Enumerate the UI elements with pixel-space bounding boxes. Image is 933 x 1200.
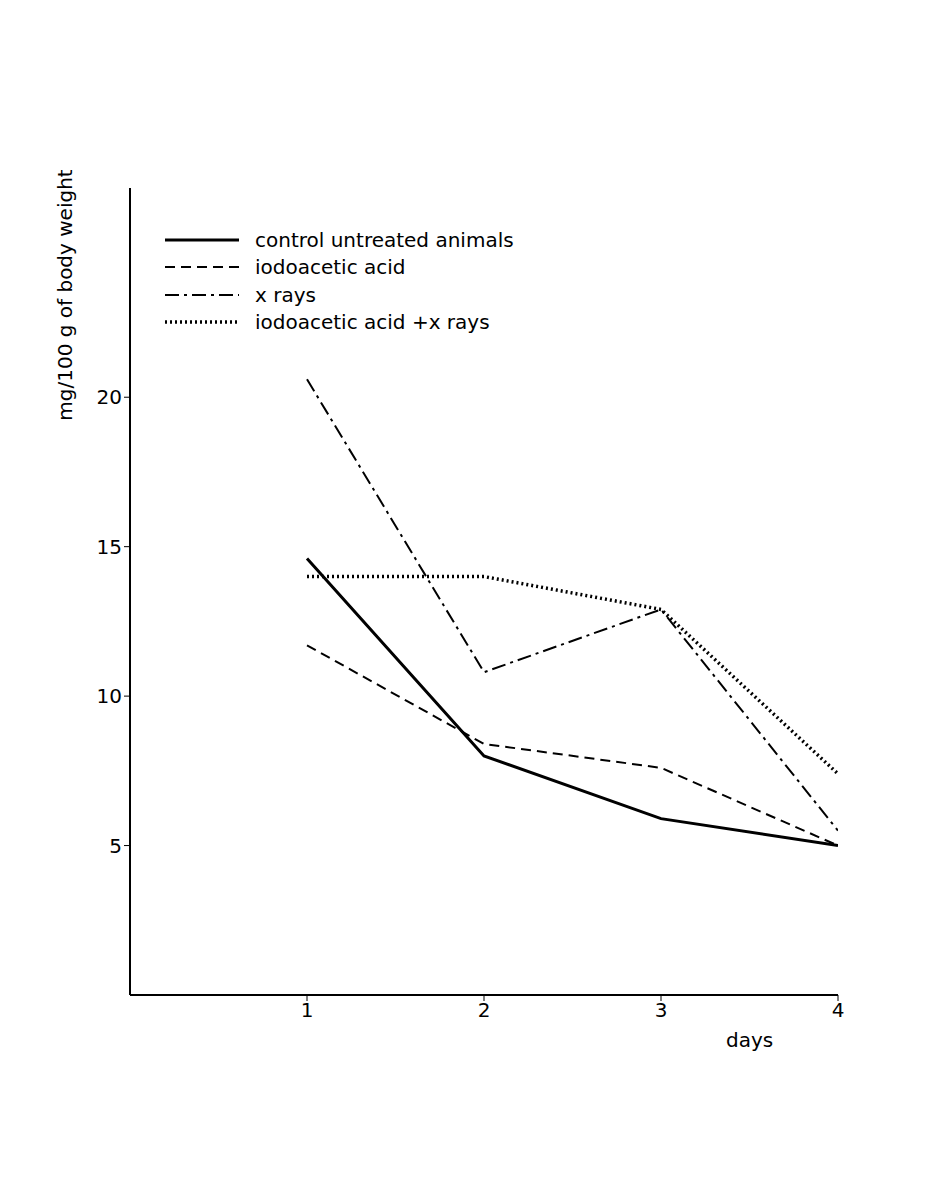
html-text:x rays: x rays (255, 282, 316, 307)
html-text:control untreated animals: control untreated animals (255, 227, 514, 252)
html-text:mg/100 g of body weight: mg/100 g of body weight (53, 169, 77, 421)
svg-text:2: 2 (478, 998, 491, 1022)
html-text:iodoacetic acid: iodoacetic acid (255, 255, 406, 280)
svg-text:4: 4 (832, 998, 845, 1022)
svg-text:3: 3 (655, 998, 668, 1022)
svg-text:15: 15 (97, 535, 122, 559)
svg-text:1: 1 (301, 998, 314, 1022)
html-text:days: days (726, 1028, 774, 1052)
html-text:iodoacetic acid +x rays: iodoacetic acid +x rays (255, 310, 490, 335)
svg-text:20: 20 (97, 385, 122, 409)
svg-text:5: 5 (109, 834, 122, 858)
svg-text:10: 10 (97, 684, 122, 708)
